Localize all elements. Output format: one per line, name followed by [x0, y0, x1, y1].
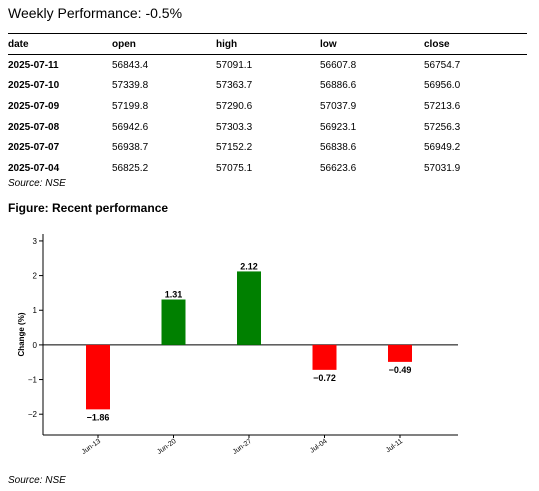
cell-open: 57199.8	[112, 100, 149, 112]
y-tick-label: 2	[33, 272, 38, 281]
column-header-high: high	[216, 33, 320, 55]
cell-high: 57363.7	[216, 80, 253, 92]
bar	[237, 271, 261, 345]
table-row: 2025-07-09 57199.8 57290.6 57037.9 57213…	[8, 96, 527, 117]
y-axis-title: Change (%)	[17, 312, 26, 356]
cell-low: 56838.6	[320, 142, 357, 154]
cell-date: 2025-07-04	[8, 162, 60, 174]
bar-value-label: 1.31	[165, 289, 183, 299]
figure-source-note: Source: NSE	[8, 475, 66, 486]
x-tick-label: Jun-13	[81, 438, 103, 456]
bar	[312, 344, 337, 370]
column-header-low: low	[320, 33, 424, 55]
bar-value-label: −0.72	[313, 373, 336, 383]
cell-open: 56843.4	[112, 59, 149, 71]
cell-date: 2025-07-10	[8, 80, 60, 92]
table-row: 2025-07-04 56825.2 57075.1 56623.6 57031…	[8, 158, 527, 179]
y-tick-label: −2	[28, 410, 38, 419]
bar	[86, 344, 110, 410]
table-row: 2025-07-07 56938.7 57152.2 56838.6 56949…	[8, 137, 527, 158]
price-table: date open high low close 2025-07-11 5684…	[8, 33, 527, 179]
cell-low: 56886.6	[320, 80, 357, 92]
cell-low: 56607.8	[320, 59, 357, 71]
bar-chart: −2 −1 0 1 2 3 Change (%) −1.86 Jun-13 1.31 Jun-20 2…	[17, 234, 458, 456]
cell-open: 57339.8	[112, 80, 149, 92]
column-header-open: open	[112, 33, 216, 55]
page-title: Weekly Performance: -0.5%	[8, 5, 183, 21]
y-tick-label: 0	[33, 341, 38, 350]
y-tick-label: 1	[33, 306, 38, 315]
table-row: 2025-07-10 57339.8 57363.7 56886.6 56956…	[8, 76, 527, 97]
table-source-note: Source: NSE	[8, 178, 66, 189]
cell-close: 57031.9	[424, 162, 461, 174]
cell-open: 56942.6	[112, 121, 149, 133]
column-header-date: date	[8, 33, 112, 55]
cell-close: 56949.2	[424, 142, 461, 154]
table-header-row: date open high low close	[8, 33, 527, 55]
cell-open: 56938.7	[112, 142, 149, 154]
bar-value-label: −0.49	[389, 365, 412, 375]
cell-high: 57152.2	[216, 142, 253, 154]
cell-high: 57091.1	[216, 59, 253, 71]
cell-high: 57075.1	[216, 162, 253, 174]
y-tick-label: 3	[33, 237, 38, 246]
cell-date: 2025-07-08	[8, 121, 60, 133]
cell-close: 57256.3	[424, 121, 461, 133]
figure-title: Figure: Recent performance	[8, 201, 169, 215]
cell-date: 2025-07-11	[8, 59, 59, 71]
x-tick-label: Jul-11	[385, 438, 404, 454]
cell-low: 56623.6	[320, 162, 357, 174]
cell-high: 57303.3	[216, 121, 253, 133]
cell-close: 56956.0	[424, 80, 461, 92]
cell-date: 2025-07-09	[8, 100, 60, 112]
cell-low: 57037.9	[320, 100, 357, 112]
cell-close: 57213.6	[424, 100, 461, 112]
cell-high: 57290.6	[216, 100, 253, 112]
table-row: 2025-07-08 56942.6 57303.3 56923.1 57256…	[8, 117, 527, 138]
cell-date: 2025-07-07	[8, 142, 60, 154]
bar	[388, 344, 412, 362]
x-tick-label: Jun-20	[156, 438, 178, 456]
bar-value-label: −1.86	[87, 412, 110, 422]
bar-value-label: 2.12	[240, 261, 258, 271]
x-tick-label: Jun-27	[232, 438, 254, 456]
x-tick-label: Jul-04	[309, 438, 329, 455]
bar	[161, 299, 186, 345]
y-tick-label: −1	[28, 376, 38, 385]
cell-open: 56825.2	[112, 162, 149, 174]
cell-low: 56923.1	[320, 121, 357, 133]
table-row: 2025-07-11 56843.4 57091.1 56607.8 56754…	[8, 55, 527, 76]
cell-close: 56754.7	[424, 59, 461, 71]
column-header-close: close	[424, 33, 527, 55]
